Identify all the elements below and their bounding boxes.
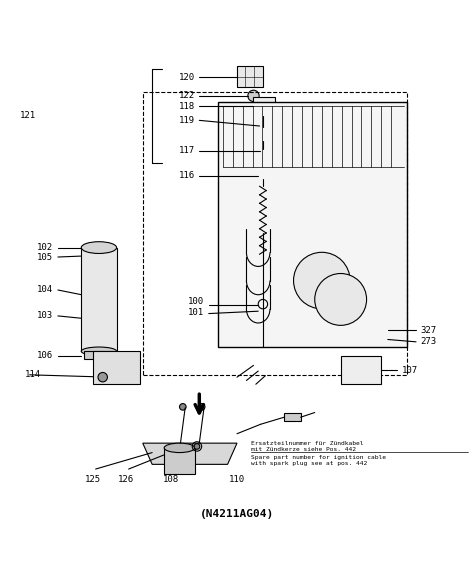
Text: 327: 327 [421,325,437,335]
Text: Ersatzteilnummer für Zündkabel: Ersatzteilnummer für Zündkabel [251,441,364,445]
Text: 110: 110 [229,475,245,484]
Circle shape [98,372,108,382]
Text: 103: 103 [37,311,53,320]
Ellipse shape [164,443,195,452]
Circle shape [248,90,259,102]
Text: 116: 116 [179,172,195,180]
Text: 114: 114 [25,370,41,379]
Circle shape [258,170,268,179]
Text: (N4211AG04): (N4211AG04) [200,509,274,519]
Bar [164,448,195,474]
Text: 108: 108 [163,475,179,484]
Bar [341,356,381,384]
Text: 101: 101 [188,308,204,317]
Circle shape [315,274,366,325]
Text: 125: 125 [85,475,101,484]
Text: 126: 126 [118,475,134,484]
Text: Spare part number for ignition cable: Spare part number for ignition cable [251,455,386,460]
Text: 122: 122 [179,92,195,100]
Text: 107: 107 [402,365,418,375]
Text: 273: 273 [421,338,437,346]
Circle shape [198,404,205,410]
Polygon shape [143,443,237,465]
Circle shape [194,444,200,450]
Ellipse shape [259,148,266,154]
Text: 119: 119 [179,116,195,125]
Bar [237,66,263,88]
Circle shape [180,404,186,410]
Text: 104: 104 [37,285,53,295]
Bar [93,351,140,384]
Bar [82,248,117,351]
Text: 100: 100 [188,298,204,306]
Text: with spark plug see at pos. 442: with spark plug see at pos. 442 [251,461,367,466]
Circle shape [293,252,350,309]
Text: 121: 121 [20,111,36,120]
Bar [254,97,275,115]
Bar [218,102,407,346]
Ellipse shape [258,128,268,136]
Text: 118: 118 [179,102,195,111]
Text: 102: 102 [37,243,53,252]
Text: 117: 117 [179,147,195,155]
Text: 106: 106 [37,351,53,361]
Text: 120: 120 [179,72,195,82]
Bar [284,414,301,420]
Bar [143,92,407,375]
Ellipse shape [81,242,117,253]
Bar [84,351,115,359]
Ellipse shape [81,347,117,356]
Text: mit Zündkerze siehe Pos. 442: mit Zündkerze siehe Pos. 442 [251,447,356,452]
Text: 105: 105 [37,252,53,262]
